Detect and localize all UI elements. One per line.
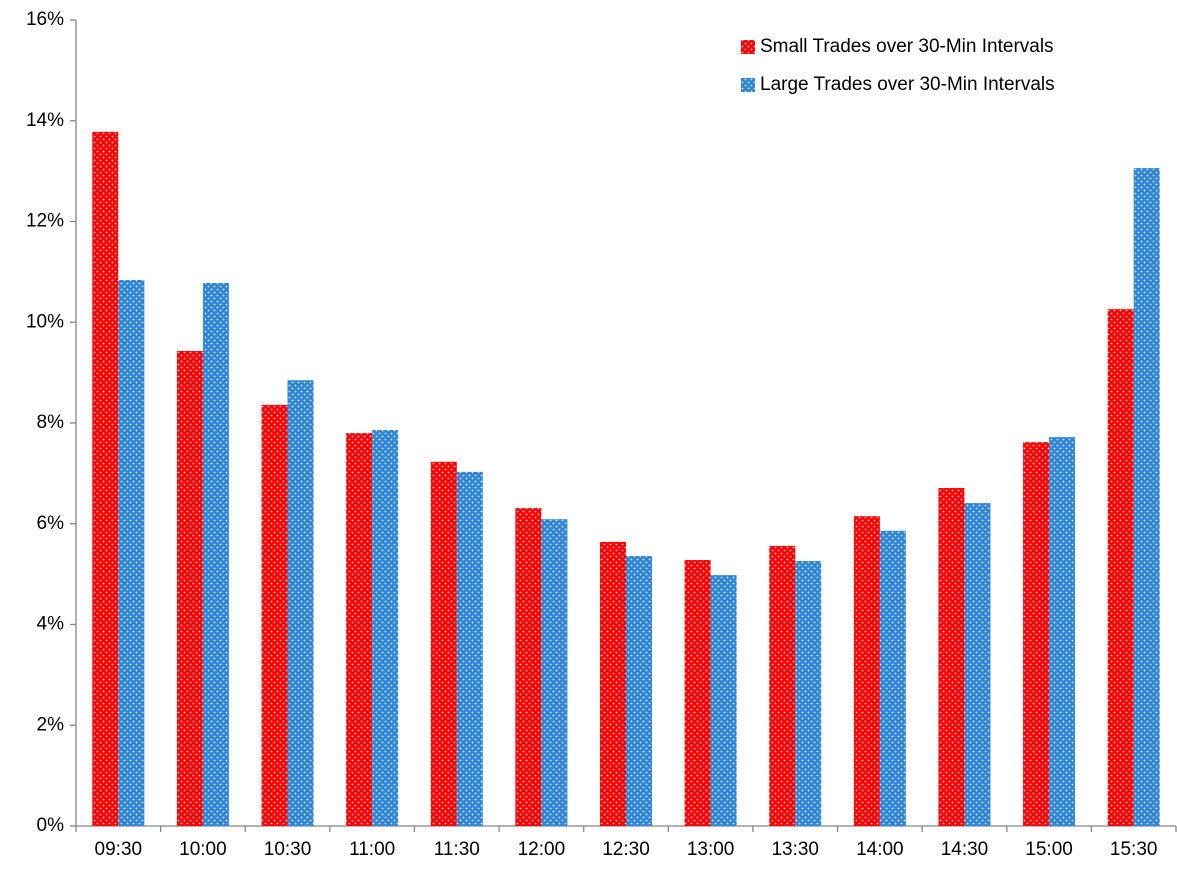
y-tick-label: 2% [37, 714, 65, 735]
bar [456, 471, 483, 826]
legend-label: Large Trades over 30-Min Intervals [760, 74, 1055, 95]
bar [795, 561, 822, 826]
legend-swatch [741, 78, 755, 92]
x-tick-label: 13:00 [687, 839, 735, 860]
bar [287, 380, 314, 826]
bar [176, 350, 203, 826]
bar [515, 508, 542, 826]
bar [92, 131, 119, 826]
bar [769, 545, 796, 826]
bar [202, 282, 229, 826]
x-tick-label: 15:30 [1110, 839, 1158, 860]
bar [600, 541, 626, 826]
bar [1107, 309, 1134, 827]
x-tick-label: 09:30 [95, 839, 143, 860]
x-tick-label: 11:30 [434, 839, 480, 860]
y-tick-label: 16% [26, 9, 64, 30]
bar [1133, 168, 1160, 827]
bar [372, 430, 399, 826]
bar [853, 516, 880, 826]
x-tick-label: 12:30 [602, 839, 650, 860]
bar [879, 530, 906, 826]
bar [261, 404, 288, 826]
bar [118, 279, 145, 826]
y-tick-label: 12% [26, 211, 64, 232]
x-tick-label: 14:00 [856, 839, 904, 860]
bar [1049, 437, 1076, 826]
bar [964, 503, 991, 826]
bar [346, 433, 373, 826]
bar [541, 519, 568, 826]
bar [626, 555, 652, 826]
x-tick-label: 10:30 [264, 839, 312, 860]
x-tick-label: 11:00 [349, 839, 395, 860]
x-tick-label: 10:00 [179, 839, 227, 860]
bar [710, 575, 737, 826]
legend-swatch [741, 40, 755, 54]
y-tick-label: 6% [37, 513, 65, 534]
x-tick-label: 12:00 [518, 839, 566, 860]
bar [684, 560, 711, 826]
bar [938, 487, 965, 826]
x-tick-label: 14:30 [941, 839, 989, 860]
bar [1023, 442, 1050, 826]
x-tick-label: 15:00 [1025, 839, 1073, 860]
y-tick-label: 0% [37, 815, 65, 836]
legend-label: Small Trades over 30-Min Intervals [760, 36, 1054, 57]
y-tick-label: 10% [26, 311, 64, 332]
y-tick-label: 4% [37, 614, 65, 635]
y-tick-label: 14% [26, 110, 64, 131]
y-tick-label: 8% [37, 412, 65, 433]
bar [430, 461, 457, 826]
x-tick-label: 13:30 [771, 839, 819, 860]
